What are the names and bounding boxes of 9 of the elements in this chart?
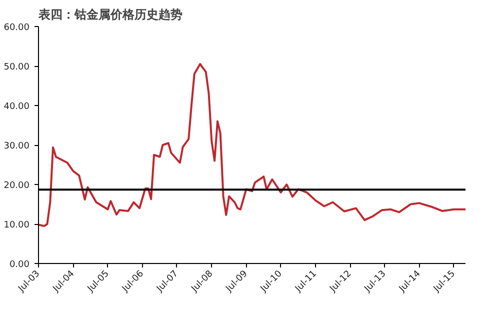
y-tick-label: 50.00 bbox=[4, 62, 30, 72]
y-tick-label: 30.00 bbox=[4, 142, 30, 152]
y-tick-label: 10.00 bbox=[4, 220, 30, 230]
chart-title: 表四：钴金属价格历史趋势 bbox=[38, 8, 182, 22]
y-tick-label: 20.00 bbox=[4, 181, 30, 191]
y-tick-label: 40.00 bbox=[4, 102, 30, 112]
line-series bbox=[38, 63, 466, 227]
y-tick-label: 0.00 bbox=[9, 260, 30, 270]
y-tick-label: 60.00 bbox=[4, 23, 30, 33]
